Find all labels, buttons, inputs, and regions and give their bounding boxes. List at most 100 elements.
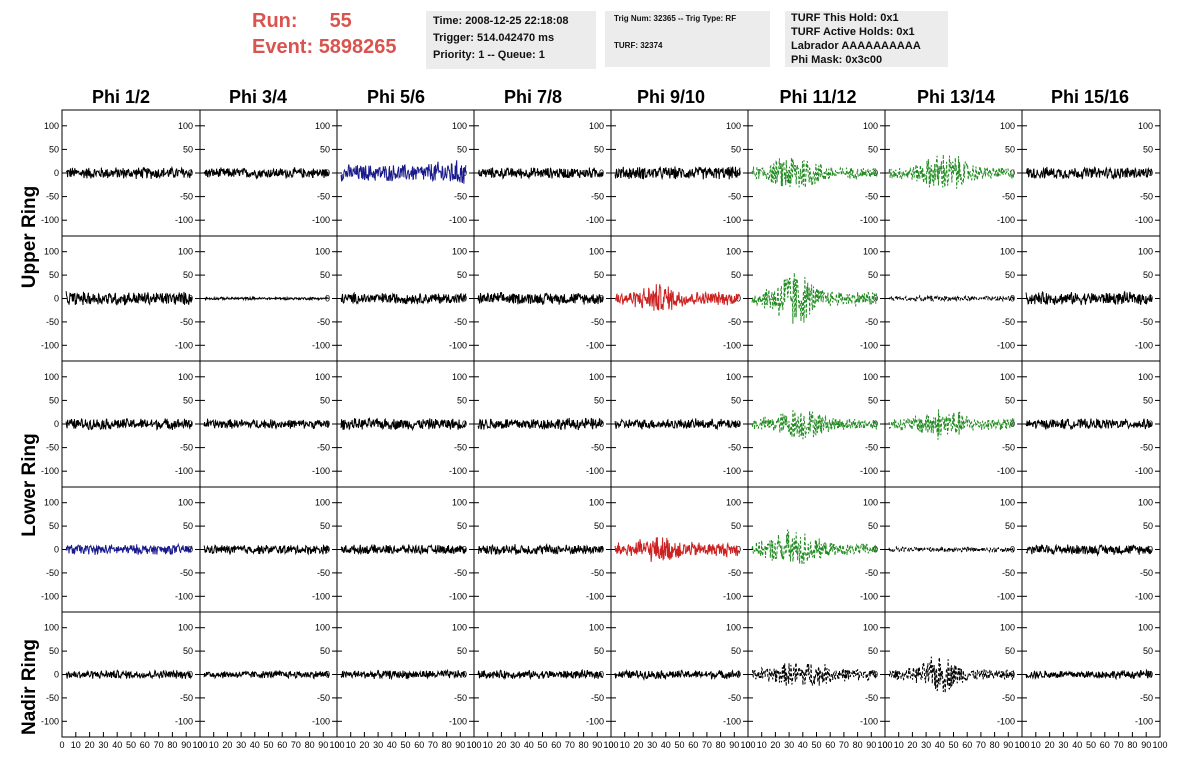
y-tick-label: 100 [863, 121, 878, 131]
y-tick-label: 100 [1138, 121, 1153, 131]
x-tick-label: 70 [1114, 740, 1124, 750]
x-tick-label: 70 [428, 740, 438, 750]
y-tick-label: 100 [863, 623, 878, 633]
waveform-line [1025, 543, 1152, 557]
x-tick-label: 90 [1003, 740, 1013, 750]
trigger-text: Trigger: 514.042470 ms [433, 32, 555, 44]
panel-3-2: -100 -50 0 50 100 [336, 486, 475, 613]
y-tick-label: -100 [449, 716, 467, 726]
y-tick-label: -50 [728, 693, 741, 703]
y-tick-label: 100 [452, 247, 467, 257]
y-tick-label: 100 [863, 498, 878, 508]
y-tick-label: -100 [860, 215, 878, 225]
column-header-phi-7-8: Phi 7/8 [503, 87, 563, 107]
x-tick-label: 10 [71, 740, 81, 750]
y-tick-label: -50 [454, 443, 467, 453]
x-tick-label: 80 [305, 740, 315, 750]
waveform-line [203, 669, 330, 680]
y-tick-label: -50 [1002, 568, 1015, 578]
x-tick-label: 30 [510, 740, 520, 750]
y-tick-label: 50 [731, 646, 741, 656]
x-tick-label: 90 [866, 740, 876, 750]
y-tick-label: -50 [317, 443, 330, 453]
y-tick-label: 50 [183, 395, 193, 405]
column-header-phi-5-6: Phi 5/6 [366, 87, 426, 107]
y-tick-label: 100 [315, 372, 330, 382]
waveform-line [65, 291, 193, 306]
y-tick-label: 0 [54, 168, 59, 178]
y-tick-label: -100 [175, 340, 193, 350]
y-tick-label: -100 [997, 466, 1015, 476]
y-tick-label: -50 [1002, 693, 1015, 703]
labrador-text: Labrador AAAAAAAAAA [791, 40, 921, 52]
y-tick-label: 0 [1148, 670, 1153, 680]
x-tick-label: 0 [471, 740, 476, 750]
trig-num-text: Trig Num: 32365 -- Trig Type: RF [614, 14, 737, 23]
y-tick-label: -100 [175, 466, 193, 476]
column-header-phi-1-2: Phi 1/2 [91, 87, 151, 107]
waveform-line [65, 165, 193, 180]
y-tick-label: -100 [860, 716, 878, 726]
turf-hold-box: TURF This Hold: 0x1 TURF Active Holds: 0… [785, 11, 948, 67]
x-tick-label: 100 [466, 740, 481, 750]
y-tick-label: 100 [44, 247, 59, 257]
x-tick-label: 50 [126, 740, 136, 750]
x-tick-label: 40 [1072, 740, 1082, 750]
x-tick-label: 40 [798, 740, 808, 750]
y-tick-label: 100 [589, 372, 604, 382]
waveform-line [1025, 418, 1153, 430]
x-tick-label: 80 [853, 740, 863, 750]
x-tick-label: 100 [603, 740, 618, 750]
x-tick-label: 60 [825, 740, 835, 750]
y-tick-label: -50 [46, 192, 59, 202]
x-tick-label: 50 [400, 740, 410, 750]
y-tick-label: -50 [865, 317, 878, 327]
y-tick-label: 50 [868, 521, 878, 531]
waveform-line [203, 167, 329, 180]
y-tick-label: 100 [1000, 121, 1015, 131]
waveform-line [888, 409, 1015, 440]
waveform-line [477, 542, 604, 556]
y-tick-label: -50 [591, 192, 604, 202]
x-tick-label: 100 [740, 740, 755, 750]
y-tick-label: -100 [723, 340, 741, 350]
y-tick-label: -100 [586, 466, 604, 476]
y-tick-label: 50 [731, 144, 741, 154]
y-tick-label: -100 [41, 716, 59, 726]
x-tick-label: 50 [948, 740, 958, 750]
waveform-line [1025, 290, 1153, 306]
y-tick-label: 100 [726, 247, 741, 257]
y-tick-label: -50 [1140, 192, 1153, 202]
y-tick-label: -100 [41, 340, 59, 350]
y-tick-label: 100 [315, 247, 330, 257]
y-tick-label: 50 [594, 646, 604, 656]
x-tick-label: 0 [334, 740, 339, 750]
y-tick-label: -50 [591, 568, 604, 578]
y-tick-label: 50 [868, 270, 878, 280]
y-tick-label: -50 [454, 568, 467, 578]
column-header-phi-15-16: Phi 15/16 [1050, 87, 1130, 107]
waveform-line [1025, 166, 1153, 180]
waveform-line [477, 417, 604, 431]
y-tick-label: -50 [865, 192, 878, 202]
y-tick-label: -100 [449, 215, 467, 225]
y-tick-label: 50 [49, 270, 59, 280]
x-tick-label: 100 [192, 740, 207, 750]
x-tick-label: 80 [579, 740, 589, 750]
y-tick-label: -50 [46, 443, 59, 453]
y-tick-label: 100 [863, 372, 878, 382]
time-text: Time: 2008-12-25 22:18:08 [433, 15, 569, 27]
y-tick-label: -50 [317, 568, 330, 578]
y-tick-label: 100 [726, 121, 741, 131]
x-tick-label: 40 [661, 740, 671, 750]
y-tick-label: 50 [320, 521, 330, 531]
